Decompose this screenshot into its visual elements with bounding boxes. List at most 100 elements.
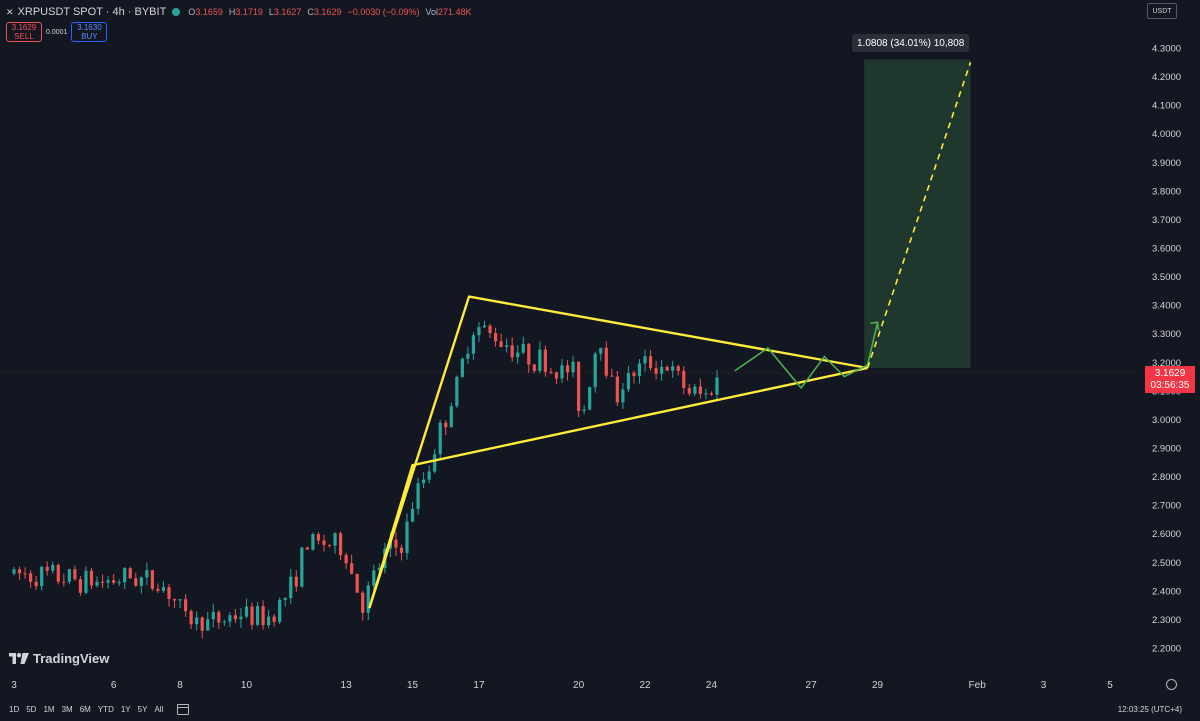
market-status-dot bbox=[172, 8, 181, 16]
close-value: 3.1629 bbox=[313, 7, 342, 17]
settings-icon[interactable] bbox=[1166, 679, 1177, 690]
candle-body bbox=[405, 521, 409, 553]
candle-body bbox=[40, 566, 44, 587]
candle-body bbox=[366, 585, 370, 613]
candle-body bbox=[161, 587, 166, 591]
symbol-icon: ✕ bbox=[6, 6, 14, 17]
candle-body bbox=[466, 353, 470, 359]
candle-body bbox=[665, 366, 669, 371]
x-tick-label: 22 bbox=[639, 680, 651, 691]
range-button-5d[interactable]: 5D bbox=[26, 705, 37, 714]
candle-body bbox=[167, 587, 171, 599]
range-button-3m[interactable]: 3M bbox=[61, 705, 73, 714]
candle-body bbox=[460, 358, 464, 377]
sell-label: SELL bbox=[14, 32, 34, 41]
y-tick-label: 2.2000 bbox=[1152, 644, 1181, 655]
x-tick-label: 24 bbox=[706, 680, 718, 691]
candle-body bbox=[289, 576, 293, 598]
range-button-all[interactable]: All bbox=[154, 705, 164, 714]
bar-countdown: 03:56:35 bbox=[1150, 379, 1190, 391]
candle-body bbox=[156, 588, 160, 591]
candle-body bbox=[62, 581, 66, 583]
candle-body bbox=[178, 599, 182, 601]
y-tick-label: 2.6000 bbox=[1152, 529, 1181, 540]
high-value: 3.1719 bbox=[235, 7, 263, 17]
candle-body bbox=[189, 611, 193, 625]
candle-body bbox=[637, 363, 642, 377]
candle-body bbox=[527, 343, 531, 365]
y-tick-label: 3.2000 bbox=[1152, 358, 1181, 369]
range-button-ytd[interactable]: YTD bbox=[97, 705, 114, 714]
candle-body bbox=[715, 377, 719, 395]
range-button-6m[interactable]: 6M bbox=[79, 705, 91, 714]
candle-body bbox=[278, 599, 282, 622]
buy-button[interactable]: 3.1630 BUY bbox=[71, 22, 108, 42]
buy-label: BUY bbox=[81, 32, 98, 41]
candle-body bbox=[361, 592, 365, 613]
y-tick-label: 3.5000 bbox=[1152, 272, 1181, 283]
candle-body bbox=[615, 376, 619, 403]
candle-body bbox=[12, 569, 16, 574]
candle-body bbox=[538, 349, 542, 371]
candle-body bbox=[599, 347, 603, 354]
candle-body bbox=[217, 612, 221, 623]
spread-value: 0.0001 bbox=[46, 28, 68, 36]
candle-body bbox=[183, 599, 188, 612]
projection-path bbox=[734, 322, 879, 390]
candle-body bbox=[139, 577, 143, 586]
y-tick-label: 3.8000 bbox=[1152, 186, 1181, 197]
candle-body bbox=[355, 573, 359, 593]
last-price: 3.1629 bbox=[1154, 367, 1186, 379]
candle-body bbox=[416, 483, 420, 509]
y-tick-label: 3.6000 bbox=[1152, 244, 1181, 255]
candle-body bbox=[172, 598, 177, 601]
candle-body bbox=[621, 389, 625, 403]
range-button-5y[interactable]: 5Y bbox=[137, 705, 148, 714]
candle-body bbox=[233, 615, 238, 620]
candle-body bbox=[350, 563, 354, 574]
candle-body bbox=[482, 325, 487, 328]
candle-body bbox=[333, 533, 337, 546]
candle-body bbox=[377, 567, 381, 571]
triangle-upper-trendline bbox=[368, 295, 868, 609]
sell-price: 3.1629 bbox=[11, 23, 37, 32]
candle-body bbox=[632, 372, 636, 377]
range-button-1m[interactable]: 1M bbox=[43, 705, 55, 714]
candle-body bbox=[549, 371, 553, 373]
candle-body bbox=[311, 534, 315, 550]
low-label: L bbox=[268, 7, 274, 17]
open-label: O bbox=[188, 7, 196, 17]
candle-body bbox=[34, 581, 38, 587]
candle-body bbox=[267, 616, 271, 626]
candle-body bbox=[200, 617, 204, 631]
candle-body bbox=[554, 372, 559, 379]
range-button-1y[interactable]: 1Y bbox=[120, 705, 131, 714]
candle-body bbox=[29, 573, 33, 582]
change-value: −0.0030 (−0.09%) bbox=[347, 7, 420, 17]
candle-body bbox=[344, 555, 348, 564]
range-button-1d[interactable]: 1D bbox=[9, 705, 20, 714]
calendar-icon[interactable] bbox=[177, 704, 190, 715]
tradingview-logo[interactable]: TradingView bbox=[9, 651, 109, 666]
candle-body bbox=[294, 576, 298, 587]
target-dashed-line bbox=[866, 62, 972, 369]
candle-body bbox=[84, 570, 88, 593]
symbol-label[interactable]: XRPUSDT SPOT · 4h · BYBIT bbox=[17, 6, 167, 18]
candle-body bbox=[23, 573, 27, 575]
candle-body bbox=[372, 570, 376, 586]
sell-button[interactable]: 3.1629 SELL bbox=[6, 22, 42, 42]
candle-body bbox=[593, 353, 597, 388]
candle-body bbox=[272, 616, 276, 622]
price-axis bbox=[1140, 0, 1200, 698]
y-tick-label: 2.4000 bbox=[1152, 586, 1181, 597]
high-label: H bbox=[228, 7, 236, 17]
candle-body bbox=[532, 364, 536, 371]
y-tick-label: 2.5000 bbox=[1152, 558, 1181, 569]
candle-body bbox=[704, 393, 708, 395]
candle-body bbox=[693, 386, 697, 394]
candle-body bbox=[449, 406, 453, 428]
candle-body bbox=[112, 580, 116, 583]
currency-button[interactable]: USDT bbox=[1147, 3, 1177, 19]
candle-body bbox=[211, 612, 215, 620]
